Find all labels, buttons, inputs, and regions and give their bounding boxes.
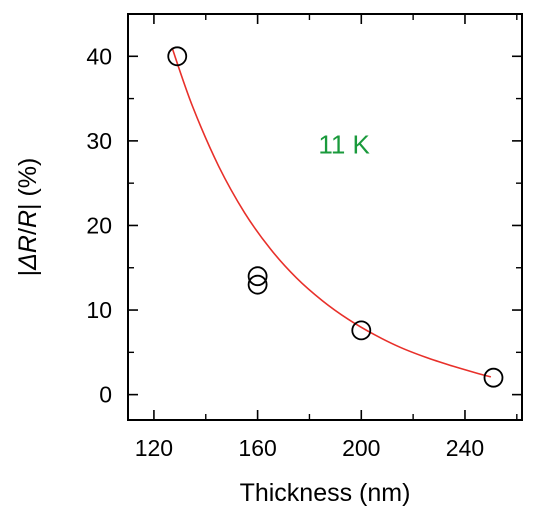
plot-frame [127,13,523,421]
y-axis-label-part: Δ [14,253,42,271]
data-points [167,46,504,388]
data-point [483,367,504,388]
fit-curve [171,47,492,378]
y-axis-label-part: R [14,210,42,228]
data-point [247,266,268,287]
temperature-annotation: 11 K [318,130,370,160]
x-tick-label: 200 [342,435,380,461]
y-tick-label: 30 [86,128,112,154]
data-point [247,274,268,295]
y-axis-label-part: | [14,270,42,277]
data-point [167,46,188,67]
y-tick-label: 40 [86,43,112,69]
y-axis-label: |ΔR/R| (%) [14,158,42,277]
y-axis-label-part: / [14,228,42,235]
y-axis-label-part: R [14,235,42,253]
y-tick-label: 20 [86,212,112,238]
tick-labels: 120 160 200 240 0 10 20 30 40 [86,43,484,461]
x-tick-label: 120 [135,435,173,461]
y-tick-label: 0 [99,382,112,408]
y-axis-label-part: | (%) [14,158,42,210]
x-tick-label: 240 [446,435,484,461]
data-point [351,320,372,341]
x-tick-label: 160 [238,435,276,461]
plot-area [127,13,523,421]
ticks [128,13,522,420]
y-tick-label: 10 [86,297,112,323]
x-axis-label: Thickness (nm) [240,479,411,507]
